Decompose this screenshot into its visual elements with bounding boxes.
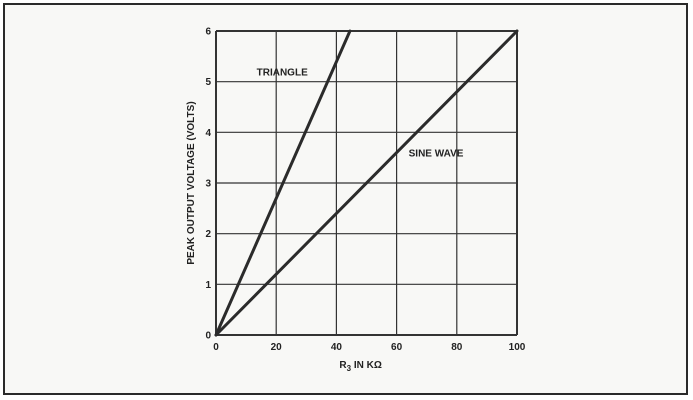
labels: TRIANGLE SINE WAVE R3 IN KΩ PEAK OUTPUT … — [186, 68, 464, 373]
series-lines — [214, 29, 519, 337]
y-axis-title: PEAK OUTPUT VOLTAGE (VOLTS) — [186, 101, 197, 264]
x-axis-title-subscript: 3 — [347, 364, 352, 373]
y-tick-label: 2 — [205, 229, 211, 240]
series-label-triangle: TRIANGLE — [257, 68, 308, 79]
x-tick-label: 0 — [213, 342, 219, 353]
x-axis-title: R3 IN KΩ — [339, 360, 381, 373]
tick-labels: 0 20 40 60 80 100 0 1 2 3 4 5 6 — [205, 27, 525, 354]
x-axis-title-main: R — [339, 360, 347, 371]
series-line-sine-wave — [214, 29, 519, 337]
x-axis-title-rest: IN KΩ — [351, 360, 382, 371]
series-line-triangle — [214, 29, 352, 337]
x-tick-label: 40 — [331, 342, 343, 353]
grid — [215, 30, 518, 336]
x-tick-label: 20 — [271, 342, 283, 353]
series-label-sine-wave: SINE WAVE — [409, 149, 464, 160]
x-tick-label: 80 — [451, 342, 463, 353]
y-tick-label: 4 — [205, 128, 211, 139]
y-tick-label: 5 — [205, 77, 211, 88]
y-tick-label: 0 — [205, 331, 211, 342]
x-tick-label: 60 — [391, 342, 403, 353]
y-tick-label: 1 — [205, 280, 211, 291]
y-tick-label: 6 — [205, 27, 211, 38]
x-tick-label: 100 — [509, 342, 526, 353]
y-tick-label: 3 — [205, 179, 211, 190]
